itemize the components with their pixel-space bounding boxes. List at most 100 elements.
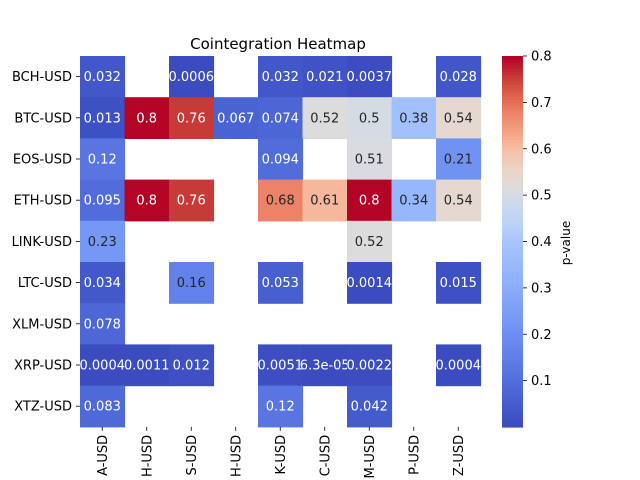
heatmap-cell — [169, 97, 215, 139]
colorbar-segment — [502, 334, 523, 338]
cell-value-label: 0.8 — [359, 194, 380, 209]
cell-value-label: 0.52 — [310, 111, 339, 126]
colorbar-segment — [502, 275, 523, 280]
heatmap-cell — [169, 262, 215, 304]
colorbar-segment — [502, 284, 523, 289]
heatmap-cell — [436, 344, 482, 387]
cell-value-label: 0.54 — [444, 194, 473, 209]
colorbar-segment — [502, 219, 523, 224]
heatmap-cell — [124, 97, 170, 139]
colorbar-segment — [502, 201, 523, 205]
colorbar-segment — [502, 133, 523, 137]
colorbar-segment — [502, 374, 523, 379]
colorbar-segment — [502, 74, 523, 79]
cell-value-label: 0.0037 — [347, 70, 393, 85]
heatmap-cell — [258, 179, 304, 222]
colorbar-segment — [502, 176, 523, 181]
colorbar-segment — [502, 151, 523, 156]
colorbar-tick-label: 0.2 — [531, 328, 552, 343]
colorbar-segment — [502, 86, 523, 91]
heatmap-cell — [347, 344, 393, 387]
colorbar-segment — [502, 185, 523, 190]
colorbar-segment — [502, 158, 523, 162]
heatmap-cell — [80, 220, 126, 263]
colorbar-segment — [502, 142, 523, 147]
cell-value-label: 0.095 — [84, 194, 121, 209]
heatmap-cell — [347, 97, 393, 139]
cell-value-label: 0.012 — [173, 359, 210, 374]
colorbar-segment — [502, 343, 523, 348]
heatmap-cell — [347, 220, 393, 263]
colorbar-segment — [502, 71, 523, 76]
cell-value-label: 0.074 — [262, 111, 299, 126]
heatmap-cell — [258, 97, 304, 139]
heatmap-cell — [80, 138, 126, 181]
colorbar-segment — [502, 365, 523, 369]
heatmap-cell — [347, 262, 393, 304]
colorbar-segment — [502, 328, 523, 332]
colorbar-segment — [502, 59, 523, 63]
colorbar-tick-label: 0.6 — [531, 142, 552, 157]
heatmap-cell — [258, 56, 304, 98]
colorbar-segment — [502, 306, 523, 311]
cell-value-label: 0.61 — [310, 194, 339, 209]
column-tick-label: H-USD — [140, 435, 155, 477]
colorbar-segment — [502, 358, 523, 363]
colorbar-segment — [502, 222, 523, 227]
colorbar-segment — [502, 303, 523, 308]
colorbar-segment — [502, 340, 523, 345]
heatmap-cell — [302, 97, 348, 139]
row-tick-label: ETH-USD — [14, 194, 72, 209]
cell-value-label: 0.053 — [262, 276, 299, 291]
colorbar-segment — [502, 362, 523, 366]
colorbar-segment — [502, 281, 523, 286]
colorbar-segment — [502, 256, 523, 261]
colorbar-segment — [502, 139, 523, 144]
colorbar-segment — [502, 405, 523, 410]
row-tick-label: XTZ-USD — [14, 400, 72, 415]
colorbar-segment — [502, 167, 523, 171]
cell-value-label: 0.0006 — [169, 70, 215, 85]
colorbar-segment — [502, 423, 523, 428]
colorbar-segment — [502, 337, 523, 342]
row-tick-labels: BCH-USD BTC-USD EOS-USD ETH-USD LINK-USD LTC-… — [12, 70, 80, 415]
cell-value-label: 0.067 — [217, 111, 254, 126]
colorbar-segment — [502, 80, 523, 85]
heatmap-cell — [80, 385, 126, 428]
colorbar-segment — [502, 105, 523, 110]
column-tick-label: P-USD — [407, 435, 422, 475]
cell-value-label: 0.094 — [262, 153, 299, 168]
heatmap-cell — [258, 262, 304, 304]
cell-value-label: 0.078 — [84, 317, 121, 332]
colorbar-segment — [502, 111, 523, 116]
column-tick-label: A-USD — [96, 435, 111, 476]
colorbar-segment — [502, 352, 523, 357]
heatmap-cell — [124, 344, 170, 387]
colorbar-segment — [502, 195, 523, 199]
colorbar-segment — [502, 272, 523, 277]
heatmap-cell — [436, 97, 482, 139]
colorbar-segment — [502, 389, 523, 394]
row-tick-label: XLM-USD — [12, 317, 72, 332]
colorbar-segment — [502, 213, 523, 218]
row-tick-label: LINK-USD — [12, 235, 72, 250]
cell-value-label: 0.54 — [444, 111, 473, 126]
heatmap-cell — [436, 262, 482, 304]
heatmap-cell — [302, 56, 348, 98]
cell-value-label: 0.51 — [355, 153, 384, 168]
colorbar-segment — [502, 179, 523, 184]
colorbar: 0.1 0.2 0.3 0.4 0.5 0.6 0.7 0.8 — [502, 50, 552, 428]
colorbar-segment — [502, 392, 523, 397]
colorbar-segment — [502, 198, 523, 202]
colorbar-segment — [502, 321, 523, 326]
heatmap-cell — [391, 179, 437, 222]
row-tick-label: LTC-USD — [18, 276, 72, 291]
colorbar-segment — [502, 315, 523, 320]
cell-value-label: 0.16 — [177, 276, 206, 291]
heatmap-cell — [169, 56, 215, 98]
colorbar-segment — [502, 207, 523, 212]
colorbar-segment — [502, 417, 523, 422]
colorbar-segment — [502, 266, 523, 270]
heatmap-cell — [80, 262, 126, 304]
